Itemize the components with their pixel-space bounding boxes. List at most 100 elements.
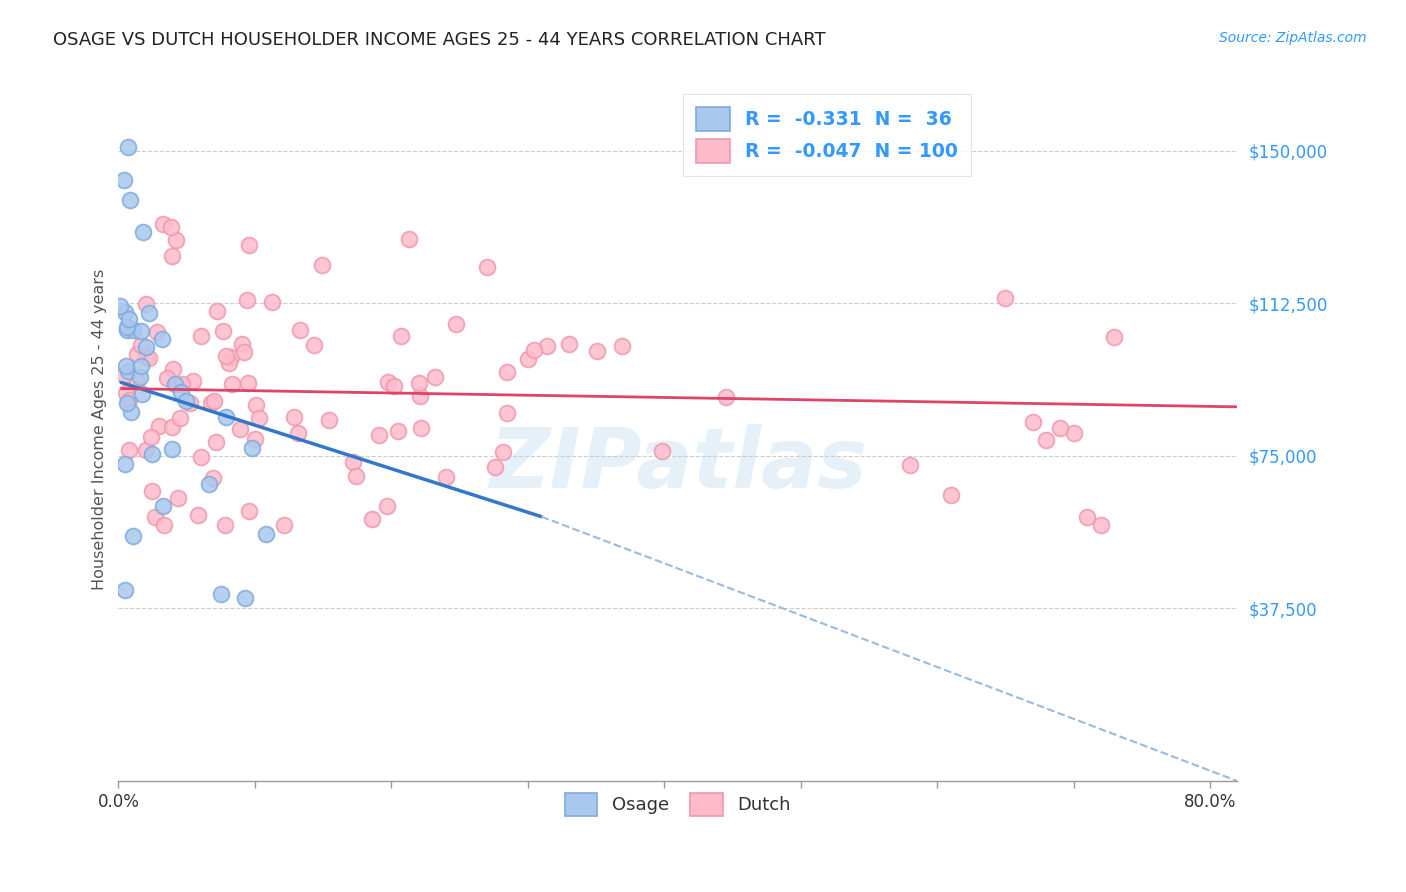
Point (146, 325, 169, 339)
Point (129, 324, 152, 338)
Point (160, 420, 183, 434)
Point (387, 424, 409, 438)
Point (202, 470, 225, 484)
Point (167, 491, 190, 505)
Point (160, 442, 183, 456)
Point (344, 468, 367, 483)
Point (129, 370, 152, 384)
Point (586, 343, 609, 358)
Point (247, 411, 270, 425)
Point (108, 299, 131, 313)
Point (558, 336, 581, 351)
Point (446, 318, 468, 332)
Point (360, 512, 382, 526)
Point (384, 379, 406, 393)
Point (135, 296, 157, 310)
Point (160, 249, 183, 263)
Point (651, 444, 673, 458)
Point (411, 421, 433, 435)
Point (153, 517, 176, 532)
Text: ZIPatlas: ZIPatlas (489, 424, 866, 505)
Point (283, 410, 305, 425)
Point (231, 337, 253, 351)
Point (238, 504, 260, 518)
Point (138, 306, 160, 320)
Point (197, 477, 219, 491)
Point (121, 323, 143, 337)
Point (117, 320, 139, 334)
Point (135, 442, 157, 457)
Point (1021, 415, 1043, 429)
Legend: Osage, Dutch: Osage, Dutch (555, 783, 800, 825)
Point (273, 517, 295, 532)
Point (114, 304, 136, 318)
Point (391, 329, 413, 343)
Point (181, 374, 204, 388)
Point (174, 393, 197, 408)
Point (235, 591, 257, 605)
Point (143, 509, 166, 524)
Text: OSAGE VS DUTCH HOUSEHOLDER INCOME AGES 25 - 44 YEARS CORRELATION CHART: OSAGE VS DUTCH HOUSEHOLDER INCOME AGES 2… (53, 31, 827, 49)
Point (205, 435, 228, 450)
Point (240, 441, 263, 455)
Point (229, 422, 252, 436)
Point (129, 359, 152, 374)
Point (112, 172, 135, 186)
Point (375, 499, 398, 513)
Point (115, 396, 138, 410)
Point (243, 433, 266, 447)
Point (1076, 509, 1098, 524)
Point (434, 470, 457, 484)
Point (118, 393, 141, 408)
Point (215, 349, 238, 363)
Point (118, 442, 141, 457)
Point (117, 139, 139, 153)
Point (318, 413, 340, 427)
Point (200, 396, 222, 410)
Point (112, 368, 135, 383)
Point (190, 450, 212, 464)
Point (117, 363, 139, 377)
Point (114, 457, 136, 471)
Point (492, 445, 515, 459)
Point (311, 258, 333, 272)
Point (484, 460, 506, 475)
Point (898, 458, 921, 472)
Point (496, 406, 519, 420)
Point (245, 398, 267, 412)
Point (939, 488, 962, 502)
Point (114, 386, 136, 401)
Point (994, 291, 1017, 305)
Point (215, 409, 238, 424)
Point (409, 389, 432, 403)
Point (120, 193, 142, 207)
Point (1104, 329, 1126, 343)
Point (141, 447, 163, 461)
Point (135, 340, 157, 354)
Point (1090, 517, 1112, 532)
Point (139, 430, 162, 444)
Point (342, 455, 364, 469)
Point (165, 377, 187, 392)
Y-axis label: Householder Income Ages 25 - 44 years: Householder Income Ages 25 - 44 years (93, 268, 107, 590)
Point (221, 351, 243, 365)
Point (398, 232, 420, 246)
Point (214, 517, 236, 532)
Point (162, 362, 184, 376)
Point (425, 370, 447, 384)
Point (517, 351, 540, 366)
Point (238, 376, 260, 390)
Point (212, 324, 235, 338)
Point (132, 225, 155, 239)
Point (131, 387, 153, 401)
Point (152, 332, 174, 346)
Point (141, 484, 163, 499)
Point (262, 295, 284, 310)
Point (152, 499, 174, 513)
Point (120, 405, 142, 419)
Point (148, 419, 170, 434)
Point (127, 373, 149, 387)
Point (536, 339, 558, 353)
Point (160, 219, 183, 234)
Point (205, 303, 228, 318)
